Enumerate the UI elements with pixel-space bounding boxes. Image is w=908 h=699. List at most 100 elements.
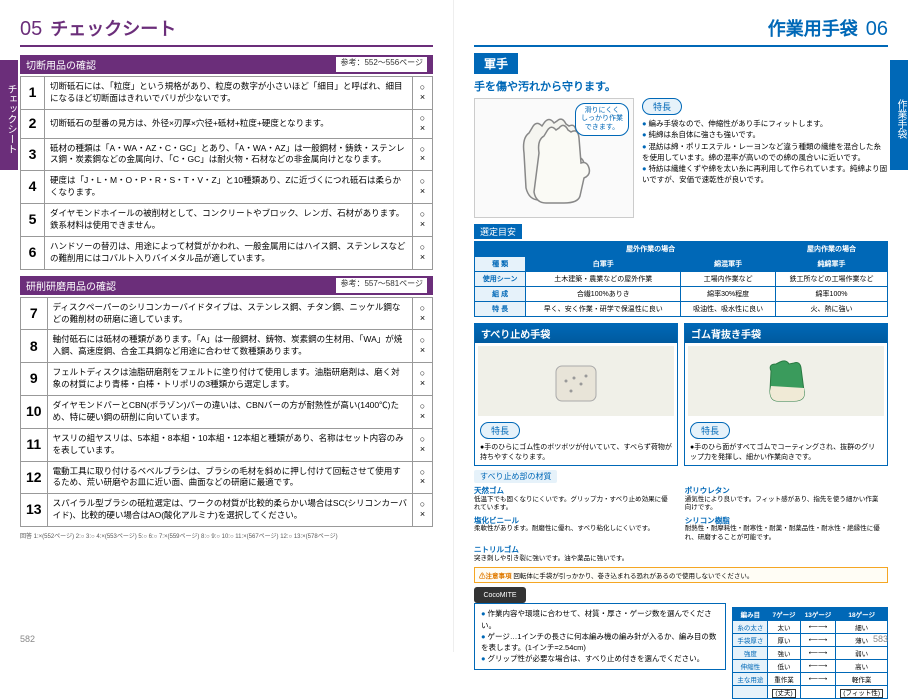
check-row: 13 スパイラル型ブラシの砥粒選定は、ワークの材質が比較的柔らかい場合はSC(シ… <box>21 494 433 527</box>
check-ox: ○× <box>413 396 433 429</box>
material-item: ポリウレタン通気性により良いです。フィット感があり、指先を使う細かい作業向けです… <box>685 486 884 513</box>
check-num: 6 <box>21 236 45 269</box>
feature-label: 特長 <box>690 422 730 439</box>
check-ox: ○× <box>413 171 433 204</box>
feature-item: 純綿は糸自体に強さも強いです。 <box>642 129 888 140</box>
page-left: チェックシート 05 チェックシート 切断用品の確認 参考：552〜556ページ… <box>0 0 454 652</box>
gauge-cell: 高い <box>836 660 888 673</box>
check-text: ダイヤモンドホイールの被削材として、コンクリートやブロック、レンガ、石材がありま… <box>45 204 413 237</box>
check-ox: ○× <box>413 363 433 396</box>
check-text: ハンドソーの替刃は、用途によって材質がかわれ、一般金属用にはハイス鋼、ステンレス… <box>45 236 413 269</box>
check-row: 2 切断砥石の型番の見方は、外径×刃厚×穴径+砥材+粒度+硬度となります。 ○× <box>21 109 433 138</box>
feature-box: 特長 編み手袋なので、伸縮性があり手にフィットします。純綿は糸自体に強さも強いで… <box>642 98 888 218</box>
feature-item: 混紡は綿・ポリエステル・レーヨンなど違う種類の繊維を混合した糸を使用しています。… <box>642 141 888 164</box>
gauge-cell: 強い <box>768 647 800 660</box>
cocomite-logo: CocoMITE <box>474 587 526 603</box>
table-cell: 綿率30%程度 <box>681 287 776 302</box>
tip-item: 作業内容や環境に合わせて、材質・厚さ・ゲージ数を選んでください。 <box>481 608 719 631</box>
gauge-cell <box>800 686 836 699</box>
table-cell: 綿率100% <box>776 287 888 302</box>
table-cell: 早く、安く作業・研学で保温性に良い <box>526 302 681 317</box>
table-cell: 合繊100%ありき <box>526 287 681 302</box>
col-header: 白軍手 <box>526 257 681 272</box>
check-num: 1 <box>21 77 45 110</box>
check-num: 7 <box>21 297 48 330</box>
check-num: 9 <box>21 363 48 396</box>
gauge-cell: 厚い <box>768 634 800 647</box>
check-ox: ○× <box>413 428 433 461</box>
col-header: 屋内作業の場合 <box>776 242 888 257</box>
check-ox: ○× <box>413 138 433 171</box>
material-title: すべり止め部の材質 <box>474 470 557 483</box>
col-header: 種 類 <box>475 257 526 272</box>
feature-list: 編み手袋なので、伸縮性があり手にフィットします。純綿は糸自体に強さも強いです。混… <box>642 118 888 186</box>
gauge-cell: ⟵⟶ <box>800 621 836 634</box>
gauge-header: 18ゲージ <box>836 608 888 621</box>
gauge-cell: 太い <box>768 621 800 634</box>
gauge-header: 7ゲージ <box>768 608 800 621</box>
gauge-cell: ⟵⟶ <box>800 673 836 686</box>
page-number-bottom: 582 <box>20 634 35 644</box>
warning-title: ⚠注意事項 <box>479 573 512 580</box>
check-ox: ○× <box>413 330 433 363</box>
material-name: ニトリルゴム <box>474 545 673 555</box>
check-table-2: 7 ディスクペーパーのシリコンカーバイドタイプは、ステンレス鋼、チタン鋼、ニッケ… <box>20 297 433 527</box>
selection-table: 屋外作業の場合屋内作業の場合種 類白軍手綿混軍手純綿軍手使用シーン土木建築・農業… <box>474 241 888 317</box>
feature-label: 特長 <box>642 98 682 115</box>
check-text: 切断砥石の型番の見方は、外径×刃厚×穴径+砥材+粒度+硬度となります。 <box>45 109 413 138</box>
check-text: フェルトディスクは油脂研磨剤をフェルトに塗り付けて使用します。油脂研磨剤は、磨く… <box>47 363 412 396</box>
title-checksheet: チェックシート <box>50 15 176 41</box>
table-cell: 使用シーン <box>475 272 526 287</box>
check-row: 7 ディスクペーパーのシリコンカーバイドタイプは、ステンレス鋼、チタン鋼、ニッケ… <box>21 297 433 330</box>
gauge-cell: 主な用途 <box>733 673 768 686</box>
box-title: ゴム背抜き手袋 <box>685 324 887 343</box>
warning-text: 回転体に手袋が引っかかり、巻き込まれる恐れがあるので使用しないでください。 <box>513 573 753 580</box>
col-header: 綿混軍手 <box>681 257 776 272</box>
check-ox: ○× <box>413 109 433 138</box>
gauge-cell <box>733 686 768 699</box>
check-row: 11 ヤスリの組ヤスリは、5本組・8本組・10本組・12本組と種類があり、名称は… <box>21 428 433 461</box>
material-item: シリコン樹脂耐熱性・耐摩耗性・耐寒性・耐薬・耐薬品性・耐水性・絶縁性に優れ、研磨… <box>685 516 884 543</box>
warning-box: ⚠注意事項 回転体に手袋が引っかかり、巻き込まれる恐れがあるので使用しないでくだ… <box>474 567 888 583</box>
table-cell: 工場内作業など <box>681 272 776 287</box>
check-num: 10 <box>21 396 48 429</box>
check-text: 硬度は「J・L・M・O・P・R・S・T・V・Z」と10種類あり、Zに近づくにつれ… <box>45 171 413 204</box>
check-text: 軸付砥石には砥材の種類があります。「A」は一般鋼材、鋳物、炭素鋼の生材用、「WA… <box>47 330 412 363</box>
material-item: ニトリルゴム突き刺しや引き裂に強いです。油や薬品に強いです。 <box>474 545 673 563</box>
gauge-cell: 手袋厚さ <box>733 634 768 647</box>
speech-callout: 滑りにくく しっかり作業 できます。 <box>575 103 629 136</box>
antislip-image <box>478 346 674 416</box>
gauge-header: 13ゲージ <box>800 608 836 621</box>
check-ox: ○× <box>413 461 433 494</box>
page-right: 作業手袋 作業用手袋 06 軍手 手を傷や汚れから守ります。 滑りにくく しっか… <box>454 0 908 652</box>
materials-list: 天然ゴム低温下でも固くなりにくいです。グリップ力・すべり止め効果に優れています。… <box>474 486 888 563</box>
material-desc: 突き刺しや引き裂に強いです。油や薬品に強いです。 <box>474 555 673 563</box>
section-ref: 参考：552〜556ページ <box>336 57 427 72</box>
gauge-cell: (フィット性) <box>836 686 888 699</box>
table-cell: 組 成 <box>475 287 526 302</box>
page-number-05: 05 <box>20 18 42 41</box>
section-title: 切断用品の確認 <box>26 57 96 72</box>
check-ox: ○× <box>413 297 433 330</box>
section-header-grinding: 研削研磨用品の確認 参考：557〜581ページ <box>20 276 433 295</box>
feature-row: 滑りにくく しっかり作業 できます。 特長 編み手袋なので、伸縮性があり手にフィ… <box>474 98 888 218</box>
gauge-header: 編み目 <box>733 608 768 621</box>
side-tab-checksheet: チェックシート <box>0 60 18 170</box>
col-header: 屋外作業の場合 <box>526 242 776 257</box>
check-text: 砥材の種類は「A・WA・AZ・C・GC」とあり、「A・WA・AZ」は一般鋼材・鋳… <box>45 138 413 171</box>
check-num: 4 <box>21 171 45 204</box>
check-ox: ○× <box>413 494 433 527</box>
check-row: 4 硬度は「J・L・M・O・P・R・S・T・V・Z」と10種類あり、Zに近づくに… <box>21 171 433 204</box>
col-header <box>475 242 526 257</box>
header-left: 05 チェックシート <box>20 15 433 47</box>
material-desc: 低温下でも固くなりにくいです。グリップ力・すべり止め効果に優れています。 <box>474 496 673 513</box>
tagline: 手を傷や汚れから守ります。 <box>474 78 888 94</box>
gauge-cell: 弱い <box>836 647 888 660</box>
side-tab-gloves: 作業手袋 <box>890 60 908 170</box>
header-right: 作業用手袋 06 <box>474 15 888 47</box>
check-num: 13 <box>21 494 48 527</box>
check-num: 12 <box>21 461 48 494</box>
gauge-cell: 軽作業 <box>836 673 888 686</box>
gauge-cell: ⟵⟶ <box>800 660 836 673</box>
material-name: 塩化ビニール <box>474 516 673 526</box>
